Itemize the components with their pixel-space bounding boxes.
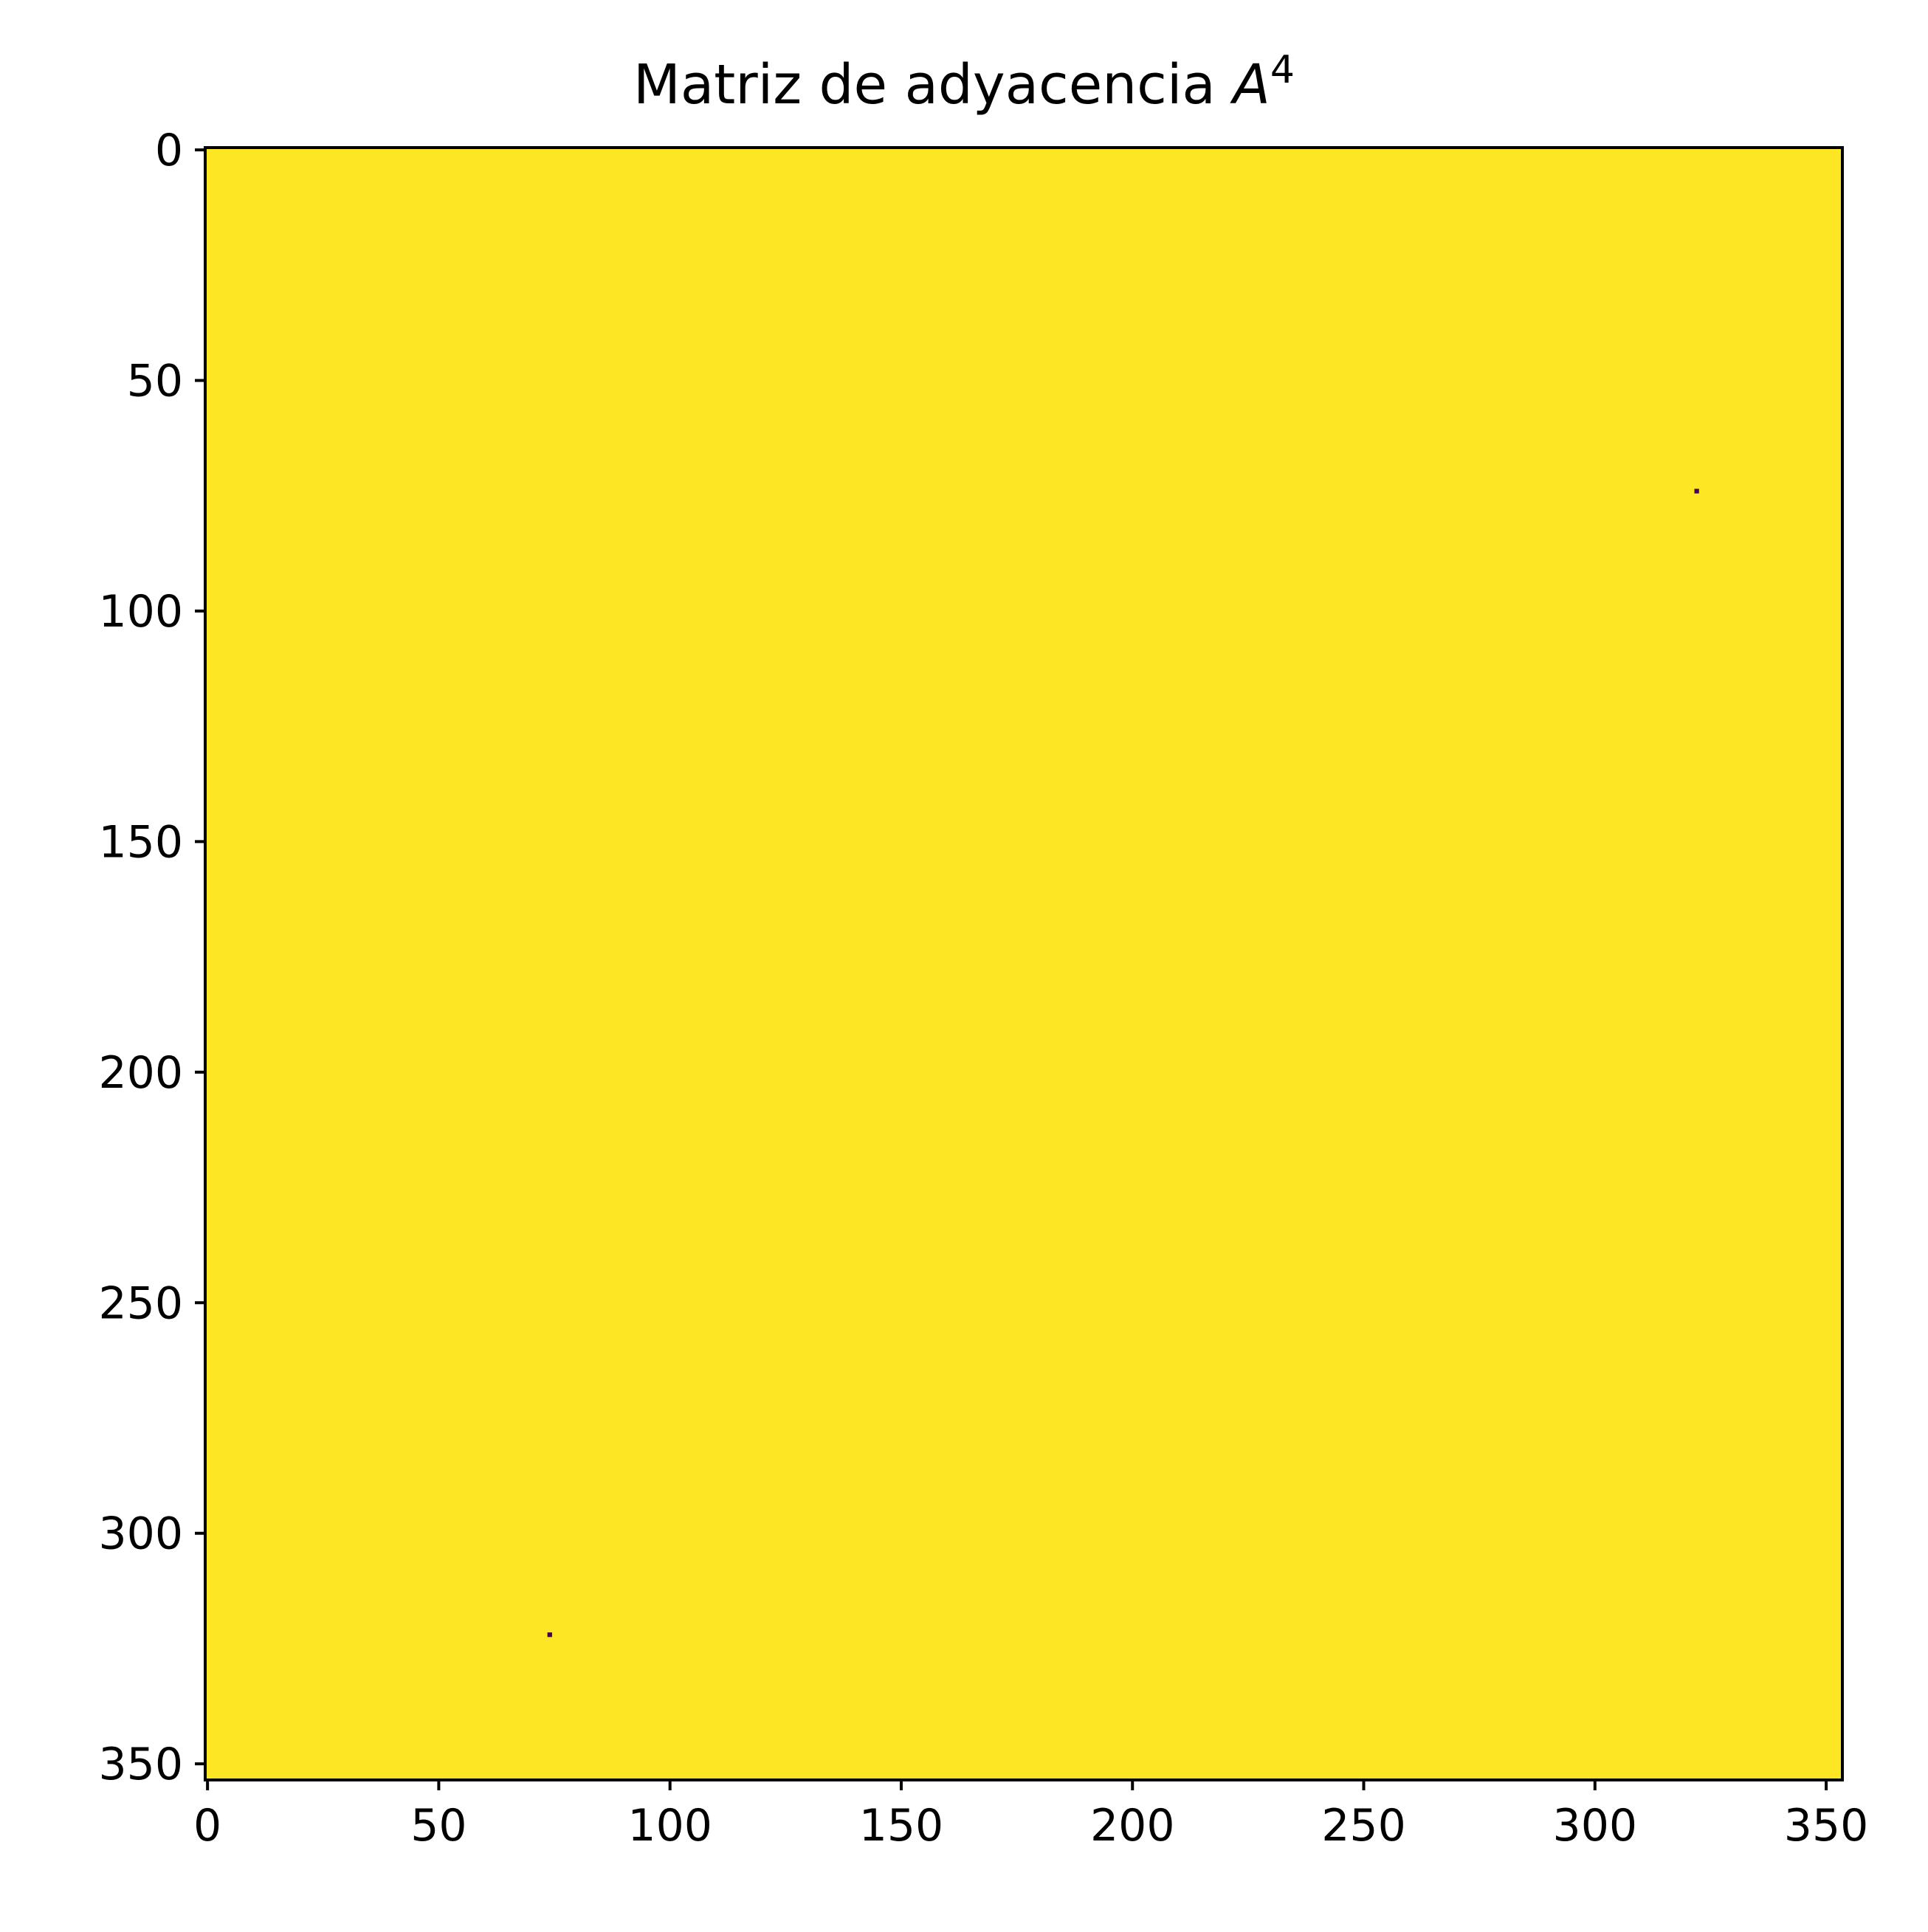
chart-title-symbol: A [1230, 53, 1270, 117]
y-tick-label: 200 [98, 1047, 183, 1099]
y-tick-label: 350 [98, 1739, 183, 1790]
y-tick-label: 50 [127, 356, 183, 407]
x-tick-label: 0 [193, 1800, 221, 1852]
y-tick-label: 250 [98, 1277, 183, 1329]
x-tick-label: 200 [1090, 1800, 1175, 1852]
y-tick-label: 100 [98, 586, 183, 638]
y-tick-label: 150 [98, 816, 183, 868]
y-axis: 0 50 100 150 200 250 300 350 [98, 125, 205, 1790]
chart-title: Matriz de adyacencia A4 [633, 48, 1295, 117]
chart-title-exponent: 4 [1270, 48, 1295, 92]
x-axis: 0 50 100 150 200 250 300 350 [193, 1780, 1868, 1852]
heatmap-fill [205, 148, 1842, 1780]
y-tick-label: 0 [155, 125, 183, 176]
x-tick-label: 50 [410, 1800, 466, 1852]
x-tick-label: 350 [1784, 1800, 1869, 1852]
x-tick-label: 100 [627, 1800, 712, 1852]
heatmap-zero-cell [1694, 489, 1699, 494]
heatmap-image [205, 148, 1842, 1780]
x-tick-label: 250 [1321, 1800, 1406, 1852]
x-tick-label: 300 [1553, 1800, 1638, 1852]
plot-frame [204, 146, 1844, 1781]
chart-title-text: Matriz de adyacencia [633, 53, 1216, 117]
x-tick-label: 150 [859, 1800, 944, 1852]
heatmap-zero-cell [547, 1632, 552, 1638]
y-tick-label: 300 [98, 1508, 183, 1560]
